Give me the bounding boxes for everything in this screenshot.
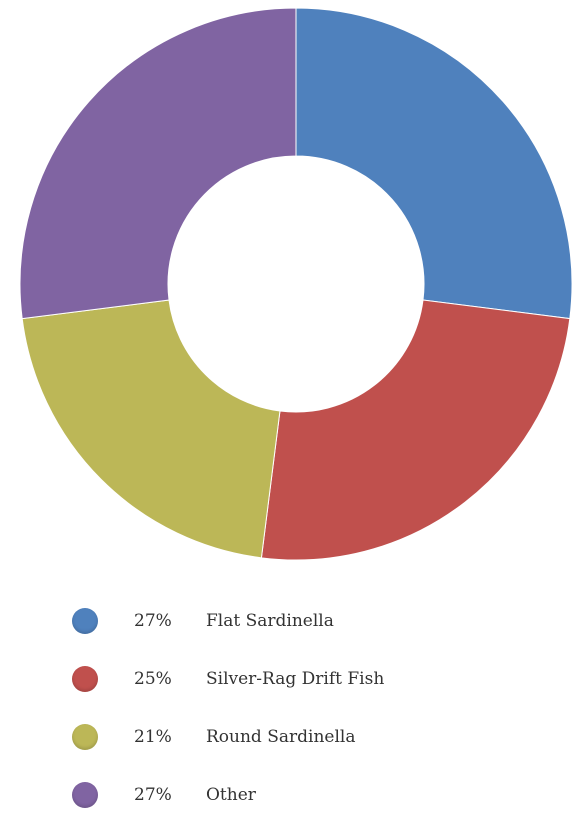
legend-marker: [72, 782, 98, 808]
slice-other: [19, 7, 297, 320]
legend-item-round-sardinella: 21% Round Sardinella: [72, 708, 532, 766]
legend-label: Silver-Rag Drift Fish: [206, 669, 385, 689]
legend-label: Flat Sardinella: [206, 611, 334, 631]
legend-marker: [72, 666, 98, 692]
legend-percentage: 27%: [134, 785, 172, 805]
chart-legend: 27% Flat Sardinella 25% Silver-Rag Drift…: [72, 592, 532, 824]
legend-percentage: 21%: [134, 727, 172, 747]
slice-round-sardinella: [21, 299, 281, 559]
legend-item-flat-sardinella: 27% Flat Sardinella: [72, 592, 532, 650]
legend-label: Round Sardinella: [206, 727, 356, 747]
legend-marker: [72, 724, 98, 750]
legend-percentage: 25%: [134, 669, 172, 689]
legend-label: Other: [206, 785, 256, 805]
slice-silver-rag-drift-fish: [260, 299, 571, 561]
legend-item-other: 27% Other: [72, 766, 532, 824]
legend-marker: [72, 608, 98, 634]
donut-slices: [19, 7, 573, 561]
slice-flat-sardinella: [295, 7, 573, 320]
legend-percentage: 27%: [134, 611, 172, 631]
legend-item-silver-rag-drift-fish: 25% Silver-Rag Drift Fish: [72, 650, 532, 708]
donut-chart: [19, 7, 573, 561]
